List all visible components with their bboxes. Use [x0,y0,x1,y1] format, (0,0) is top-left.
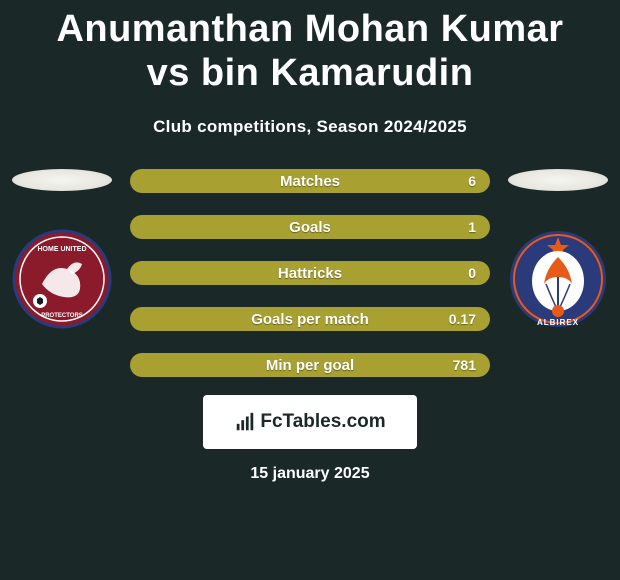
stat-row-matches: Matches 6 [130,169,490,193]
footer-brand-text: FcTables.com [260,411,385,433]
right-team-crest: ALBIREX [508,229,608,329]
page-title: Anumanthan Mohan Kumar vs bin Kamarudin [10,0,610,95]
stat-value-right: 6 [468,173,476,189]
stat-value-right: 0.17 [449,311,476,327]
stat-label: Hattricks [278,265,342,282]
left-player-placeholder [12,169,112,191]
subtitle: Club competitions, Season 2024/2025 [10,117,610,137]
left-team-column: HOME UNITED PROTECTORS [12,169,112,329]
stat-value-right: 1 [468,219,476,235]
stat-row-mpg: Min per goal 781 [130,353,490,377]
stat-row-goals: Goals 1 [130,215,490,239]
stat-bars: Matches 6 Goals 1 Hattricks 0 Goals per … [130,169,490,377]
svg-text:ALBIREX: ALBIREX [537,318,579,327]
stat-label: Goals per match [251,311,369,328]
svg-text:HOME UNITED: HOME UNITED [38,246,87,253]
right-team-column: ALBIREX [508,169,608,329]
stat-value-right: 0 [468,265,476,281]
stats-area: HOME UNITED PROTECTORS Matches 6 Goals 1 [10,169,610,377]
stat-label: Min per goal [266,357,354,374]
stat-row-hattricks: Hattricks 0 [130,261,490,285]
stat-value-right: 781 [453,357,476,373]
right-player-placeholder [508,169,608,191]
left-team-crest: HOME UNITED PROTECTORS [12,229,112,329]
chart-icon [234,411,256,433]
svg-text:PROTECTORS: PROTECTORS [41,313,83,319]
stat-row-gpm: Goals per match 0.17 [130,307,490,331]
date: 15 january 2025 [10,465,610,483]
footer-brand: FcTables.com [203,395,417,449]
stat-label: Goals [289,219,331,236]
stat-label: Matches [280,173,340,190]
